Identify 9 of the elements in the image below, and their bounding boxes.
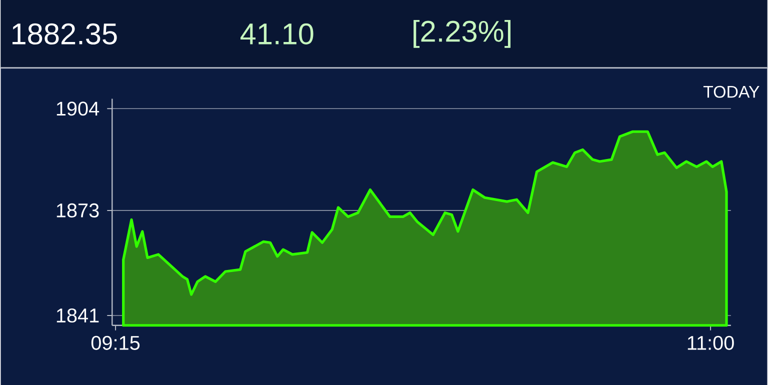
y-tick-label: 1904: [56, 101, 100, 116]
text: TODAY: [703, 86, 760, 98]
y-tick-label: 1841: [56, 308, 99, 322]
x-tick-label: 11:00: [688, 336, 734, 350]
chart-title: 1882.35: [12, 23, 117, 44]
text: 41.10: [240, 23, 314, 44]
x-tick-label: 09:15: [91, 336, 140, 350]
text: [2.23%]: [414, 20, 510, 48]
y-tick-label: 1873: [56, 203, 99, 218]
